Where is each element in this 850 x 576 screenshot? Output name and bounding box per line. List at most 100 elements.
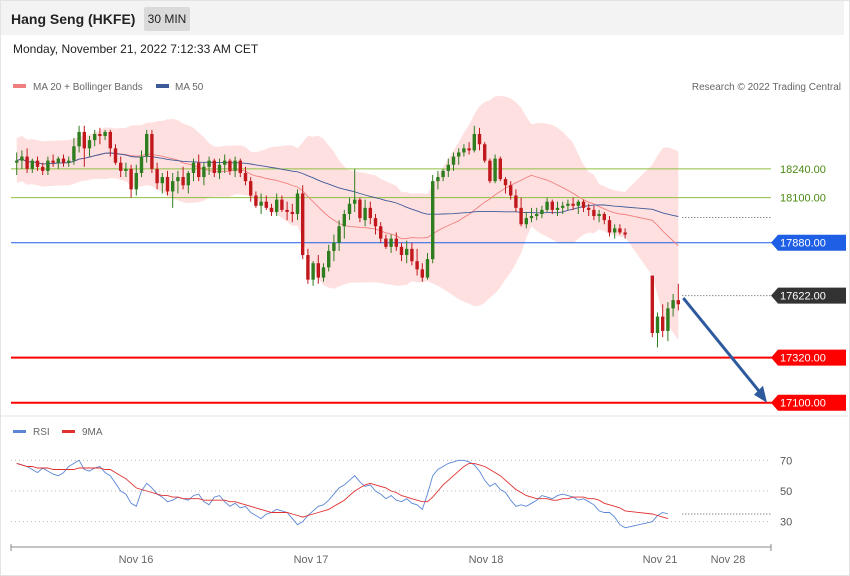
- candle-body: [399, 246, 404, 256]
- candle-body: [46, 160, 50, 171]
- candle: [35, 156, 40, 171]
- candle: [493, 154, 497, 184]
- candle-body: [20, 156, 24, 161]
- candle: [410, 242, 414, 266]
- candle: [217, 158, 222, 180]
- candle-body: [72, 146, 76, 161]
- candle-body: [145, 133, 149, 157]
- candle-body: [597, 213, 601, 217]
- candle: [358, 197, 362, 223]
- candle-body: [415, 261, 419, 270]
- candle-body: [56, 158, 60, 163]
- candle: [550, 199, 554, 214]
- candle-body: [540, 209, 544, 214]
- candle-body: [212, 160, 216, 173]
- candle-body: [587, 207, 591, 210]
- candle: [264, 195, 268, 210]
- candle: [25, 148, 29, 173]
- candle-body: [425, 259, 430, 278]
- candle: [108, 129, 112, 157]
- rsi-tick-70: 70: [780, 455, 792, 467]
- candle: [451, 152, 456, 171]
- candle-body: [67, 160, 71, 163]
- candle: [613, 224, 617, 239]
- timestamp: Monday, November 21, 2022 7:12:33 AM CET: [13, 42, 259, 56]
- candle: [311, 261, 315, 286]
- forecast-arrow-head: [754, 385, 767, 403]
- candle: [223, 154, 227, 173]
- candle: [576, 199, 580, 214]
- candle: [384, 234, 388, 249]
- candle-body: [202, 166, 206, 178]
- candle-body: [441, 170, 445, 178]
- ma20-legend-swatch: [13, 84, 26, 88]
- x-tick-label: Nov 21: [643, 554, 678, 566]
- candle: [295, 189, 300, 221]
- candle-body: [171, 181, 175, 192]
- candle: [207, 156, 211, 176]
- candle: [441, 168, 445, 182]
- candle-body: [493, 158, 497, 182]
- candle-body: [290, 211, 294, 214]
- candle: [119, 156, 123, 178]
- candle-body: [285, 209, 289, 212]
- candle: [457, 148, 461, 165]
- candle: [259, 193, 263, 214]
- candle-body: [457, 152, 461, 157]
- x-tick-label: Nov 16: [119, 554, 154, 566]
- candle-body: [363, 207, 367, 221]
- forecast-arrow: [682, 297, 767, 403]
- candle-body: [233, 160, 237, 171]
- candle-body: [498, 158, 502, 180]
- candle-body: [373, 218, 378, 227]
- bollinger-band-layer: [16, 95, 679, 341]
- candle-body: [655, 316, 660, 333]
- candle: [306, 248, 310, 284]
- interval-button[interactable]: 30 MIN: [144, 7, 190, 31]
- candle-body: [332, 242, 336, 251]
- candle: [337, 220, 341, 251]
- candle: [342, 209, 346, 239]
- candle: [379, 222, 383, 243]
- candle-body: [446, 164, 450, 171]
- candle-body: [181, 177, 185, 186]
- candle: [561, 201, 565, 214]
- candle-body: [41, 166, 45, 171]
- candle: [405, 240, 409, 264]
- candle: [650, 275, 654, 338]
- candle-body: [514, 195, 518, 208]
- candle: [41, 162, 45, 176]
- instrument-title: Hang Seng (HKFE): [11, 11, 136, 27]
- candle: [555, 201, 560, 217]
- candle-body: [451, 156, 456, 165]
- rsi-legend-swatch: [13, 430, 26, 433]
- candle: [67, 156, 71, 167]
- candle: [477, 127, 482, 151]
- candle: [269, 203, 274, 217]
- candle-body: [165, 177, 170, 192]
- candle-body: [61, 158, 66, 163]
- candle: [275, 193, 279, 217]
- candle-body: [342, 213, 346, 227]
- candle: [139, 150, 144, 178]
- candle-body: [483, 144, 487, 161]
- candle: [607, 216, 612, 237]
- candle-body: [217, 164, 222, 173]
- candle: [514, 189, 518, 212]
- candle-body: [561, 205, 565, 208]
- level-label-17100.00: 17100.00: [780, 398, 826, 410]
- candle: [181, 166, 185, 190]
- candle: [353, 168, 357, 212]
- candles-layer: [15, 125, 680, 348]
- candle: [202, 162, 206, 186]
- candle: [15, 152, 19, 176]
- candle-body: [358, 199, 362, 219]
- candle-body: [119, 162, 123, 171]
- candle: [462, 144, 466, 157]
- candle-body: [35, 160, 40, 167]
- time-axis: Nov 16 Nov 17 Nov 18 Nov 21 Nov 28: [10, 544, 772, 566]
- candle-body: [676, 300, 680, 305]
- candle: [238, 158, 242, 178]
- candle-body: [238, 160, 242, 173]
- candle-body: [150, 133, 154, 169]
